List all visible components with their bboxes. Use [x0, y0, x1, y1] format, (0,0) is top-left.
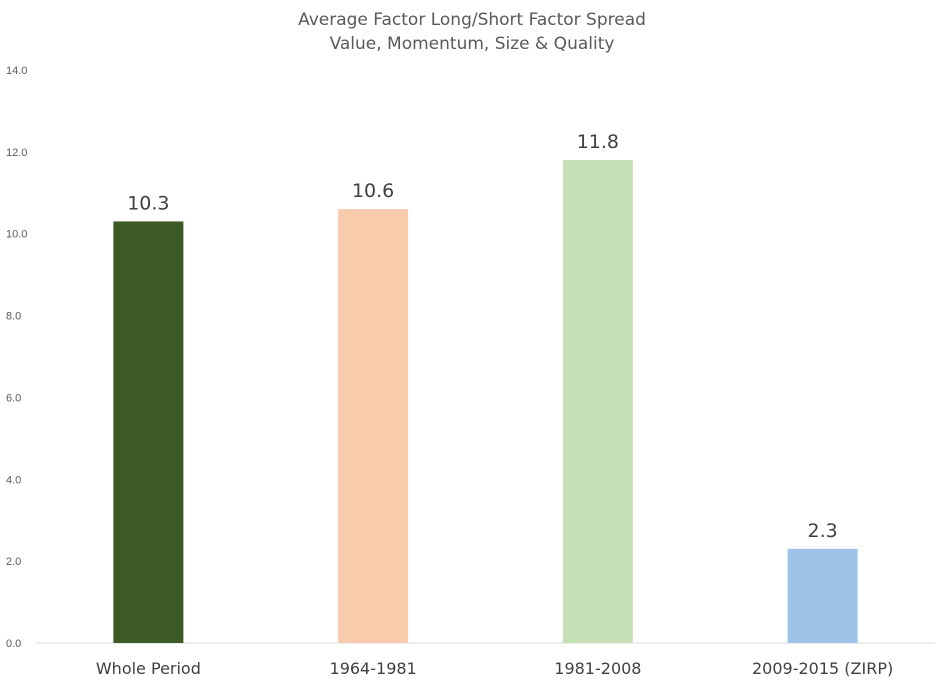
- bars: [113, 160, 858, 644]
- chart-title: Average Factor Long/Short Factor Spread: [298, 10, 646, 30]
- data-label: 10.3: [127, 192, 169, 214]
- x-axis: Whole Period 1964-1981 1981-2008 2009-2015 …: [96, 659, 893, 678]
- y-tick-label: 12.0: [6, 147, 27, 159]
- y-tick-label: 0.0: [6, 638, 21, 650]
- x-tick-label: 1981-2008: [554, 659, 641, 678]
- x-tick-label: Whole Period: [96, 659, 201, 678]
- bar: [562, 160, 633, 644]
- data-labels: 10.3 10.6 11.8 2.3: [127, 131, 838, 542]
- bar: [113, 221, 184, 643]
- x-tick-label: 2009-2015 (ZIRP): [752, 659, 893, 678]
- y-axis: 0.0 2.0 4.0 6.0 8.0 10.0 12.0 14.0: [6, 65, 27, 650]
- y-tick-label: 8.0: [6, 311, 21, 323]
- bar: [338, 209, 409, 643]
- data-label: 10.6: [352, 180, 394, 202]
- y-tick-label: 14.0: [6, 65, 27, 77]
- y-tick-label: 6.0: [6, 392, 21, 404]
- x-tick-label: 1964-1981: [330, 659, 417, 678]
- data-label: 11.8: [577, 131, 619, 153]
- data-label: 2.3: [808, 520, 838, 542]
- y-tick-label: 4.0: [6, 474, 21, 486]
- y-tick-label: 10.0: [6, 229, 27, 241]
- bar: [787, 548, 858, 643]
- chart-subtitle: Value, Momentum, Size & Quality: [330, 34, 615, 54]
- y-tick-label: 2.0: [6, 556, 21, 568]
